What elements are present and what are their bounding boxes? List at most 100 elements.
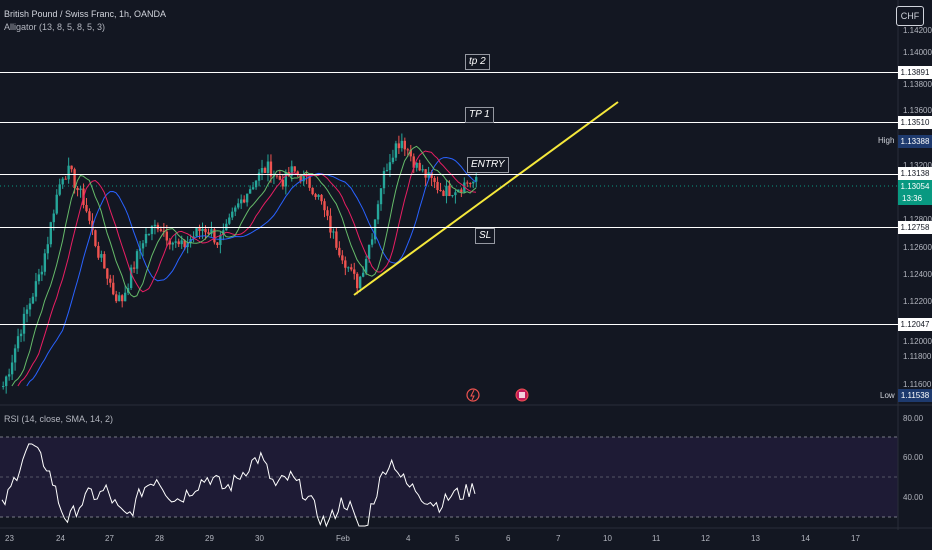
candle-body [364,259,368,273]
candle-body [58,184,61,195]
tp2-label[interactable]: tp 2 [465,54,490,70]
high-price-label: 1.13388 [898,135,932,148]
candle-body [323,201,326,211]
candle-body [359,276,362,289]
price-tick: 1.12200 [903,297,932,306]
price-tick: 1.12600 [903,243,932,252]
candle-body [302,174,305,182]
candle-body [73,169,76,188]
candle-body [430,172,433,179]
candle-body [439,190,442,192]
rsi-tick-40: 40.00 [903,493,924,502]
candle-body [400,140,404,149]
candle-body [49,222,52,245]
candle-body [335,231,338,248]
lightning-event-icon [466,388,480,402]
time-tick: 24 [56,534,65,543]
candle-body [326,210,329,216]
candle-body [43,253,47,272]
candle-body [46,244,49,254]
candle-body [112,282,115,295]
candle-body [442,190,445,196]
time-tick: 11 [652,534,661,543]
time-tick: 30 [255,534,264,543]
candle-body [109,278,112,283]
candle-body [129,267,133,289]
candle-body [207,232,210,234]
sl-label[interactable]: SL [475,228,496,244]
candle-body [64,178,67,180]
candle-body [469,183,472,185]
candle-body [118,295,121,302]
candle-body [100,254,103,258]
candle-body [97,245,100,258]
candle-body [412,156,415,168]
candle-body [10,362,14,375]
candle-body [228,217,231,224]
candle-body [451,195,454,197]
rsi-tick-60: 60.00 [903,453,924,462]
candle-body [123,292,127,302]
candle-body [361,272,365,277]
time-tick: 23 [5,534,14,543]
candle-body [79,188,82,191]
candle-body [266,161,270,173]
candle-body [418,162,421,171]
alligator-jaw [26,156,477,387]
candle-body [290,166,293,176]
time-tick: 10 [603,534,612,543]
candle-body [382,171,386,189]
support-price-label: 1.12047 [898,318,932,331]
candle-body [281,179,285,187]
candle-body [251,187,255,190]
candle-body [177,241,180,245]
candle-body [367,244,371,260]
tp1-line[interactable] [0,122,898,123]
candle-body [195,227,198,237]
candle-body [436,181,439,191]
candle-body [70,165,73,170]
candle-body [388,162,392,171]
candle-body [254,180,258,188]
candle-body [52,213,55,223]
candle-body [466,182,469,184]
candle-body [445,185,448,196]
candle-body [248,189,252,194]
candle-body [260,168,264,173]
candle-body [85,205,88,212]
candle-body [216,242,219,246]
price-tick: 1.14200 [903,26,932,35]
entry-line[interactable] [0,174,898,175]
candle-body [231,211,234,218]
candle-body [308,176,311,188]
candle-body [314,194,317,197]
entry-label[interactable]: ENTRY [467,157,509,173]
sl-line[interactable] [0,227,898,228]
rsi-legend[interactable]: RSI (14, close, SMA, 14, 2) [4,414,114,424]
candle-body [153,224,157,227]
chart-title: British Pound / Swiss Franc, 1h, OANDA [4,9,167,19]
candle-body [222,230,225,235]
tp1-label[interactable]: TP 1 [465,107,494,123]
support-line[interactable] [0,324,898,325]
candle-body [460,189,463,193]
time-tick: 28 [155,534,164,543]
tp2-line[interactable] [0,72,898,73]
candle-body [344,260,347,268]
rsi-line [1,443,476,528]
candle-body [454,192,457,196]
candle-body [7,374,11,377]
high-tag: High [878,136,895,145]
price-tick: 1.14000 [903,48,932,57]
time-tick: 27 [105,534,114,543]
candle-body [299,174,302,182]
candle-body [76,187,79,191]
currency-button[interactable]: CHF [896,6,924,26]
candle-body [293,166,296,172]
candle-body [284,172,287,187]
indicator-legend[interactable]: Alligator (13, 8, 5, 8, 5, 3) [4,22,106,32]
candle-body [269,161,273,177]
candle-body [234,207,237,212]
candle-body [448,185,451,197]
